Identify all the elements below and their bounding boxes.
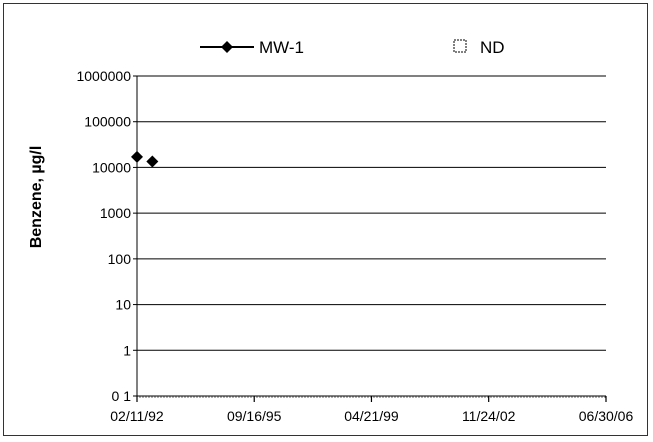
series (131, 150, 159, 168)
y-tick-label: 1000000 (76, 68, 131, 84)
x-tick-label: 06/30/06 (579, 408, 634, 424)
legend: MW-1 ND (200, 38, 505, 57)
y-tick-label: 100 (108, 251, 132, 267)
axes (136, 76, 606, 397)
benzene-chart: MW-1 ND Benzene, µg/l 0 1 1 10 100 1000 10000… (28, 38, 633, 424)
x-tick-label: 09/16/95 (227, 408, 282, 424)
chart-frame: MW-1 ND Benzene, µg/l 0 1 1 10 100 1000 10000… (3, 3, 648, 436)
y-tick-label: 100000 (84, 114, 131, 130)
legend-mw1-label: MW-1 (259, 38, 304, 57)
y-ticks: 0 1 1 10 100 1000 10000 100000 1000000 (76, 68, 137, 404)
legend-nd-marker (453, 39, 467, 53)
legend-mw1-marker (221, 41, 233, 53)
x-tick-label: 11/24/02 (462, 408, 516, 424)
y-tick-label: 1 (123, 342, 131, 358)
x-ticks: 02/11/92 09/16/95 04/21/99 11/24/02 06/30/06 (110, 396, 633, 424)
x-tick-label: 02/11/92 (110, 408, 164, 424)
mw1-point (146, 155, 159, 168)
y-tick-label: 1000 (100, 205, 131, 221)
y-axis-title: Benzene, µg/l (28, 146, 45, 249)
legend-nd-label: ND (480, 38, 505, 57)
y-tick-label: 10000 (92, 159, 131, 175)
y-tick-label: 0 1 (112, 388, 132, 404)
mw1-point (131, 150, 143, 163)
gridlines (137, 75, 606, 351)
x-tick-label: 04/21/99 (344, 408, 399, 424)
y-tick-label: 10 (115, 297, 131, 313)
